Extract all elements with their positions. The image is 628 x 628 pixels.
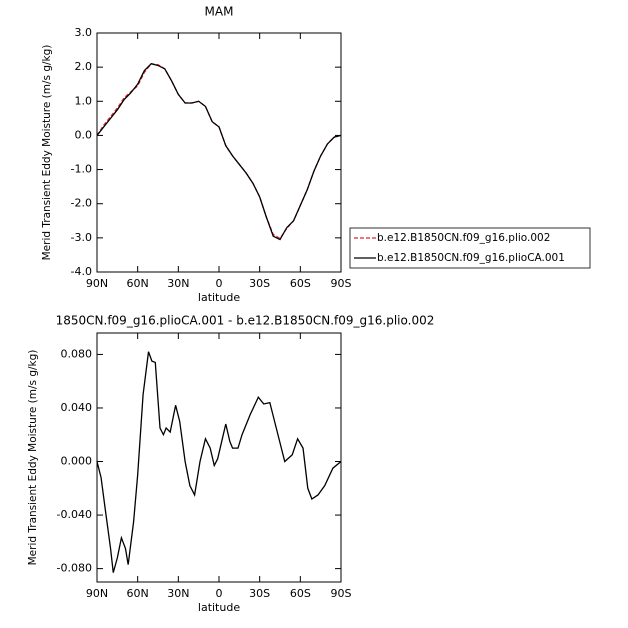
- y-tick-label: 2.0: [75, 60, 93, 73]
- y-tick-label: 3.0: [75, 26, 93, 39]
- chart-title: MAM: [205, 5, 234, 19]
- x-tick-label: 0: [216, 587, 223, 600]
- y-tick-label: -0.080: [57, 562, 92, 575]
- series-line: [96, 63, 342, 241]
- x-tick-label: 90N: [86, 587, 108, 600]
- x-tick-label: 0: [216, 277, 223, 290]
- x-tick-label: 60S: [290, 587, 311, 600]
- x-axis-label: latitude: [198, 291, 240, 304]
- x-tick-label: 60S: [290, 277, 311, 290]
- x-tick-label: 90S: [331, 277, 352, 290]
- y-tick-label: 0.040: [61, 401, 93, 414]
- x-axis-label: latitude: [198, 601, 240, 614]
- y-tick-label: 0.0: [75, 128, 93, 141]
- x-tick-label: 90N: [86, 277, 108, 290]
- y-tick-label: -4.0: [71, 265, 92, 278]
- y-tick-label: 1.0: [75, 94, 93, 107]
- y-axis-label: Merid Transient Eddy Moisture (m/s g/kg): [27, 350, 39, 566]
- y-tick-label: 0.080: [61, 347, 93, 360]
- x-tick-label: 60N: [127, 277, 149, 290]
- x-tick-label: 60N: [127, 587, 149, 600]
- series-line: [96, 351, 342, 573]
- legend-label: b.e12.B1850CN.f09_g16.plio.002: [377, 232, 550, 244]
- y-tick-label: -1.0: [71, 163, 92, 176]
- y-tick-label: -2.0: [71, 197, 92, 210]
- y-tick-label: -0.040: [57, 508, 92, 521]
- plot-frame: [96, 32, 342, 273]
- y-axis-label: Merid Transient Eddy Moisture (m/s g/kg): [41, 45, 53, 261]
- legend-label: b.e12.B1850CN.f09_g16.plioCA.001: [377, 252, 565, 264]
- x-tick-label: 30S: [249, 587, 270, 600]
- y-tick-label: -3.0: [71, 231, 92, 244]
- x-tick-label: 30N: [167, 587, 189, 600]
- y-tick-label: 0.000: [61, 455, 93, 468]
- x-tick-label: 90S: [331, 587, 352, 600]
- plot-frame: [96, 332, 342, 583]
- x-tick-label: 30N: [167, 277, 189, 290]
- legend-box: [349, 227, 591, 269]
- chart-title: 1850CN.f09_g16.plioCA.001 - b.e12.B1850C…: [56, 314, 435, 328]
- x-tick-label: 30S: [249, 277, 270, 290]
